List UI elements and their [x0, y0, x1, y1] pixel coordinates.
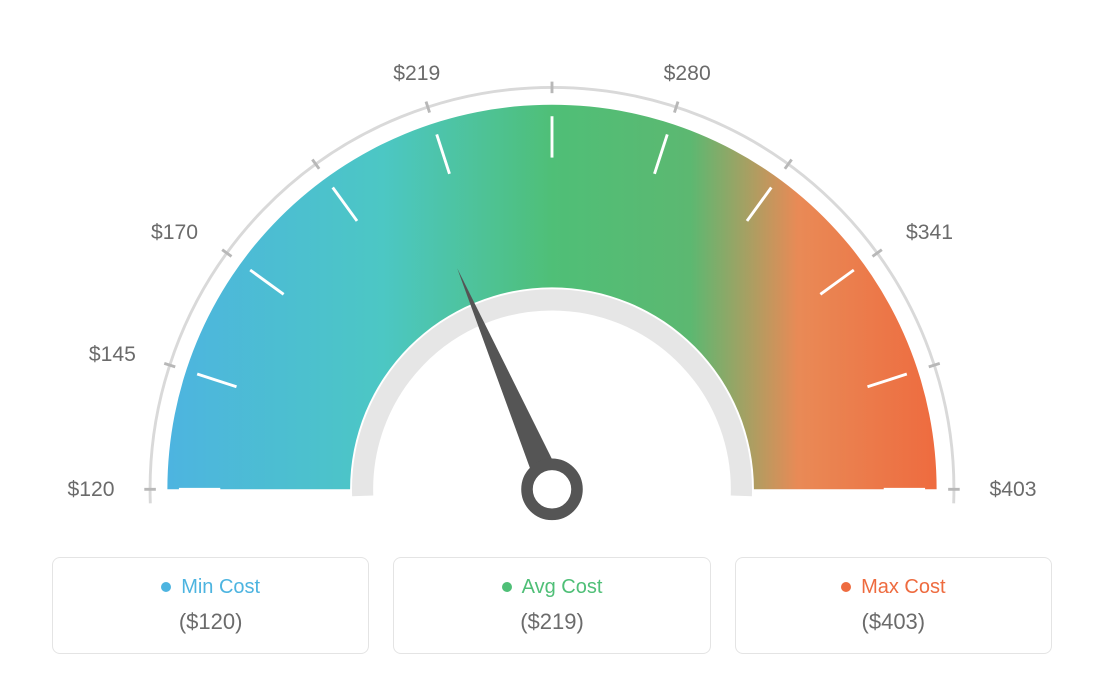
legend-title-max: Max Cost — [841, 576, 945, 599]
cost-gauge: $120 $145 $170 $219 $280 $341 $403 — [52, 37, 1052, 557]
gauge-tick-label: $120 — [67, 478, 114, 501]
legend-card-max: Max Cost ($403) — [735, 557, 1052, 654]
legend-card-avg: Avg Cost ($219) — [393, 557, 710, 654]
legend-label-min: Min Cost — [181, 576, 260, 599]
gauge-tick-label: $280 — [664, 61, 711, 84]
gauge-tick-label: $403 — [990, 478, 1037, 501]
legend-label-avg: Avg Cost — [522, 576, 603, 599]
legend-title-avg: Avg Cost — [502, 576, 603, 599]
gauge-tick-label: $219 — [393, 61, 440, 84]
legend-value-max: ($403) — [756, 609, 1031, 635]
legend-value-min: ($120) — [73, 609, 348, 635]
legend-dot-max — [841, 582, 851, 592]
legend-title-min: Min Cost — [161, 576, 260, 599]
gauge-tick-label: $145 — [89, 342, 136, 365]
gauge-tick-label: $341 — [906, 220, 953, 243]
legend-row: Min Cost ($120) Avg Cost ($219) Max Cost… — [52, 557, 1052, 654]
legend-dot-min — [161, 582, 171, 592]
legend-card-min: Min Cost ($120) — [52, 557, 369, 654]
legend-dot-avg — [502, 582, 512, 592]
gauge-svg: $120 $145 $170 $219 $280 $341 $403 — [52, 37, 1052, 557]
legend-label-max: Max Cost — [861, 576, 945, 599]
gauge-tick-label: $170 — [151, 220, 198, 243]
legend-value-avg: ($219) — [414, 609, 689, 635]
